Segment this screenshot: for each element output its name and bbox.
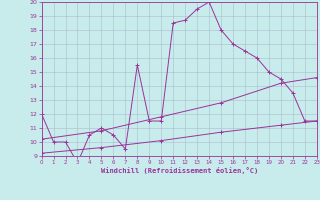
X-axis label: Windchill (Refroidissement éolien,°C): Windchill (Refroidissement éolien,°C) bbox=[100, 167, 258, 174]
